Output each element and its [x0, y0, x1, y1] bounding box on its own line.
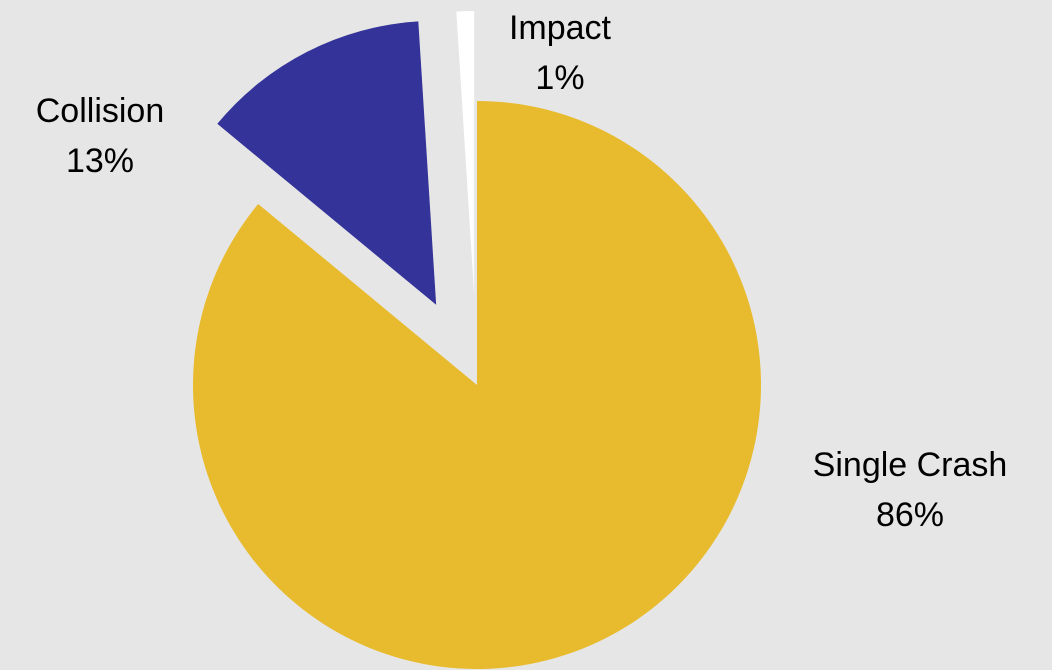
pie-slice: [217, 21, 437, 305]
pie-slice: [192, 101, 762, 669]
pie-slice: [456, 11, 475, 296]
slice-label: Collision: [36, 92, 165, 130]
slice-value-label: 13%: [66, 142, 134, 180]
slice-label: Impact: [509, 9, 612, 47]
slice-value-label: 86%: [876, 496, 944, 534]
slice-label: Single Crash: [813, 446, 1008, 484]
slice-value-label: 1%: [535, 59, 584, 97]
